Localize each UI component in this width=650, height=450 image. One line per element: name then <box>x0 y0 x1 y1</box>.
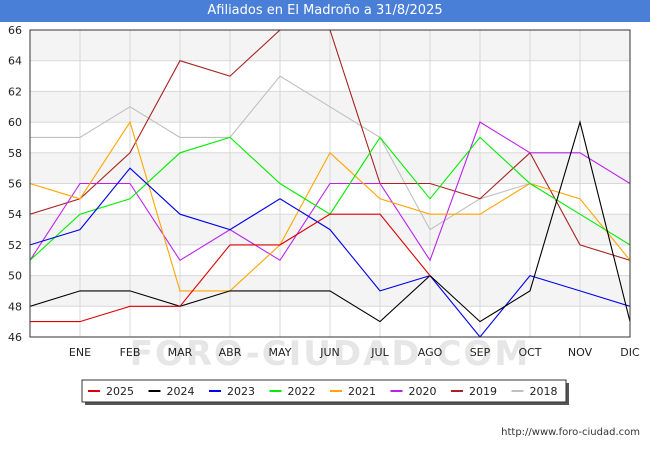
legend-box <box>81 379 567 403</box>
y-axis-ticks: 46 48 50 52 54 56 58 60 62 64 66 <box>8 24 22 344</box>
series-line-2024 <box>30 120 630 323</box>
y-tick-label: 48 <box>8 300 22 313</box>
x-axis-ticks: ENE FEB MAR ABR MAY JUN JUL AGO SEP OCT NOV DIC <box>69 346 640 359</box>
x-tick-label: AGO <box>418 346 443 359</box>
legend: 2025 2024 2023 2022 2021 2020 2019 2018 <box>81 379 569 405</box>
legend-label-2020: 2020 <box>409 385 437 398</box>
y-tick-label: 50 <box>8 270 22 283</box>
x-tick-label: MAY <box>269 346 292 359</box>
series-lines <box>30 30 630 337</box>
footer-url[interactable]: http://www.foro-ciudad.com <box>501 427 640 438</box>
x-tick-label: FEB <box>120 346 141 359</box>
series-line-2023 <box>30 167 630 337</box>
x-tick-label: NOV <box>568 346 593 359</box>
legend-label-2019: 2019 <box>469 385 497 398</box>
y-tick-label: 62 <box>8 85 22 98</box>
y-tick-label: 66 <box>8 24 22 37</box>
y-tick-label: 54 <box>8 208 22 221</box>
legend-label-2021: 2021 <box>348 385 376 398</box>
x-tick-label: SEP <box>470 346 491 359</box>
series-line-2018 <box>30 75 531 231</box>
plot-frame <box>29 29 631 338</box>
legend-label-2018: 2018 <box>530 385 558 398</box>
watermark: FORO-CIUDAD.COM <box>130 334 531 374</box>
y-tick-label: 60 <box>8 116 22 129</box>
y-tick-label: 58 <box>8 147 22 160</box>
x-tick-label: JUL <box>370 346 389 359</box>
series-line-2020 <box>30 121 630 262</box>
legend-label-2022: 2022 <box>288 385 316 398</box>
y-tick-label: 52 <box>8 239 22 252</box>
series-line-2025 <box>30 213 431 323</box>
x-tick-label: MAR <box>168 346 193 359</box>
y-tick-label: 46 <box>8 331 22 344</box>
legend-label-2024: 2024 <box>167 385 195 398</box>
x-tick-label: DIC <box>620 346 640 359</box>
x-tick-label: OCT <box>518 346 541 359</box>
y-tick-label: 56 <box>8 178 22 191</box>
legend-label-2025: 2025 <box>106 385 134 398</box>
legend-label-2023: 2023 <box>227 385 255 398</box>
x-tick-label: ENE <box>69 346 91 359</box>
x-tick-label: ABR <box>219 346 242 359</box>
x-tick-label: JUN <box>319 346 340 359</box>
y-tick-label: 64 <box>8 55 22 68</box>
chart-title: Afiliados en El Madroño a 31/8/2025 <box>0 0 650 22</box>
